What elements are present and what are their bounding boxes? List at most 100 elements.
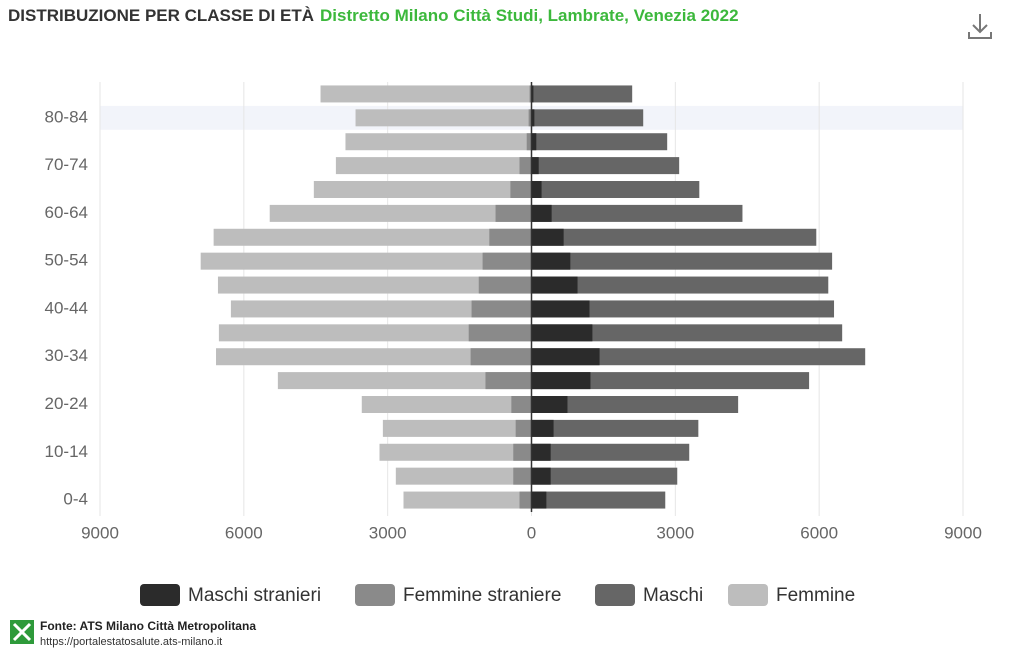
x-tick-label: 0	[527, 523, 536, 542]
bar	[478, 276, 532, 294]
x-tick-label: 3000	[656, 523, 694, 542]
bar	[531, 133, 668, 151]
bar	[531, 85, 534, 103]
chart-title: DISTRIBUZIONE PER CLASSE DI ETÀ Distretto…	[8, 6, 739, 25]
y-tick-label: 60-64	[45, 203, 88, 222]
y-tick-label: 40-44	[45, 298, 88, 317]
legend-label: Femmine straniere	[403, 585, 561, 606]
bar	[531, 467, 678, 485]
bar	[531, 443, 551, 461]
bar	[361, 396, 532, 413]
bar	[531, 419, 554, 437]
legend-label: Femmine	[776, 585, 855, 606]
bar	[531, 491, 666, 509]
bar	[320, 85, 532, 103]
y-tick-label: 70-74	[45, 155, 88, 174]
legend-swatch	[140, 584, 180, 606]
y-tick-label: 0-4	[63, 490, 88, 509]
logo-mark	[12, 622, 32, 642]
bar	[529, 85, 532, 103]
bar	[531, 157, 539, 175]
bar	[531, 252, 571, 270]
bar	[218, 324, 532, 342]
bar	[531, 324, 593, 342]
y-tick-label: 50-54	[45, 251, 88, 270]
bar	[531, 443, 690, 461]
legend-swatch	[355, 584, 395, 606]
x-tick-label: 9000	[944, 523, 982, 542]
bar	[230, 300, 532, 318]
y-tick-label: 80-84	[45, 107, 88, 126]
bar	[485, 372, 532, 390]
bar	[471, 300, 532, 318]
bar	[531, 157, 680, 175]
download-icon[interactable]	[968, 14, 992, 39]
bar	[531, 181, 542, 198]
bar	[531, 372, 591, 390]
y-tick-label: 20-24	[45, 394, 88, 413]
bar	[513, 443, 532, 461]
bar	[531, 228, 817, 246]
bar	[355, 109, 532, 127]
x-tick-label: 3000	[369, 523, 407, 542]
bar	[395, 467, 532, 485]
bar	[531, 109, 535, 127]
legend-swatch	[595, 584, 635, 606]
bar	[200, 252, 532, 270]
bar	[531, 396, 568, 413]
y-tick-label: 10-14	[45, 442, 88, 461]
bar	[531, 85, 633, 103]
bar	[468, 324, 532, 342]
legend-swatch	[728, 584, 768, 606]
bar	[531, 348, 866, 366]
bar	[528, 109, 532, 127]
bar	[531, 276, 829, 294]
bar	[531, 204, 743, 222]
bar	[531, 300, 590, 318]
x-tick-label: 6000	[800, 523, 838, 542]
bar	[531, 324, 843, 342]
bar	[313, 181, 532, 198]
x-tick-label: 6000	[225, 523, 263, 542]
bar	[531, 467, 551, 485]
bar	[335, 157, 532, 175]
title: DISTRIBUZIONE PER CLASSE DI ETÀ	[8, 6, 314, 25]
bar	[531, 372, 810, 390]
source-url: https://portalestatosalute.ats-milano.it	[40, 636, 222, 648]
bar	[531, 133, 537, 151]
bar	[531, 396, 739, 413]
y-tick-label: 30-34	[45, 346, 88, 365]
bar	[526, 133, 532, 151]
x-tick-label: 9000	[81, 523, 119, 542]
legend-label: Maschi	[643, 585, 703, 606]
bar	[482, 252, 532, 270]
bar	[519, 157, 532, 175]
bar	[531, 204, 552, 222]
bar	[531, 491, 547, 509]
bar	[531, 276, 578, 294]
bar	[531, 348, 600, 366]
bar	[531, 181, 700, 198]
bar	[269, 204, 532, 222]
download-button[interactable]	[968, 14, 992, 39]
bar	[217, 276, 532, 294]
bar	[513, 467, 532, 485]
bar	[510, 181, 532, 198]
bar	[382, 419, 532, 437]
bar	[531, 109, 644, 127]
legend-label: Maschi stranieri	[188, 585, 321, 606]
bar	[515, 419, 532, 437]
bar	[531, 419, 699, 437]
bar	[531, 300, 835, 318]
bar	[519, 491, 532, 509]
source: Fonte: ATS Milano Città Metropolitana	[40, 619, 256, 633]
bar	[511, 396, 532, 413]
bar	[277, 372, 532, 390]
bar	[403, 491, 532, 509]
bar	[531, 228, 564, 246]
bar	[495, 204, 532, 222]
bar	[489, 228, 532, 246]
subtitle: Distretto Milano Città Studi, Lambrate, …	[320, 6, 739, 25]
bar	[345, 133, 532, 151]
